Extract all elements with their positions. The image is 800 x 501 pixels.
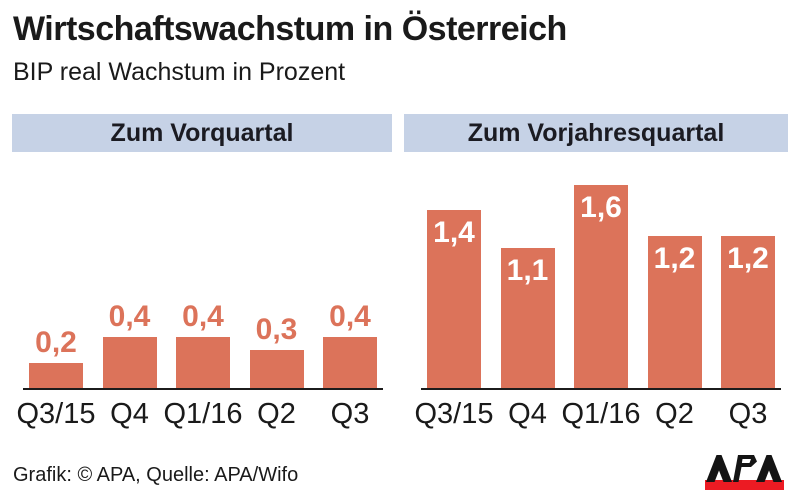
bar-group: 0,4	[176, 302, 230, 388]
bar-value-label: 0,3	[255, 313, 298, 346]
axis-labels-vorquartal: Q3/15 Q4 Q1/16 Q2 Q3	[16, 398, 383, 431]
bar-group: 1,1	[500, 248, 555, 388]
panel-header-vorquartal-label: Zum Vorquartal	[110, 118, 294, 147]
panel-header-vorquartal: Zum Vorquartal	[12, 114, 392, 152]
bar-value-label: 1,6	[580, 191, 622, 224]
axis-category-label: Q1/16	[561, 398, 641, 430]
bar	[102, 337, 157, 388]
axis-category-label: Q3	[728, 398, 768, 430]
page-title: Wirtschaftswachstum in Österreich	[13, 10, 567, 48]
apa-logo-letter-a1	[706, 455, 732, 482]
bar: 1,2	[721, 236, 775, 388]
bar-value-label: 0,4	[182, 300, 224, 333]
chart-vorquartal: 0,2 0,4 0,4 0,3 0,4	[23, 152, 383, 390]
panel-header-vorjahresquartal-label: Zum Vorjahresquartal	[467, 118, 725, 147]
bar-value-label: 1,4	[433, 216, 475, 249]
axis-category-label: Q2	[257, 398, 296, 430]
axis-category-label: Q2	[655, 398, 694, 430]
axis-category-label: Q1/16	[163, 398, 243, 430]
bar-value-label: 1,2	[653, 242, 696, 275]
bar	[176, 337, 230, 388]
axis-category-label: Q4	[508, 398, 547, 430]
apa-logo-letter-a2	[756, 455, 782, 482]
bar-group: 1,4	[427, 210, 481, 388]
bar-value-label: 1,1	[506, 254, 549, 287]
bar-group: 1,2	[721, 236, 775, 388]
credit-line: Grafik: © APA, Quelle: APA/Wifo	[13, 464, 299, 486]
bar-group: 1,2	[647, 236, 702, 388]
bar	[323, 337, 377, 388]
axis-category-label: Q4	[110, 398, 149, 430]
bar: 1,6	[574, 185, 628, 388]
bar-group: 0,3	[249, 313, 304, 388]
apa-logo-red-bar	[705, 480, 784, 490]
bar-group: 0,4	[323, 302, 377, 388]
bar-value-label: 0,4	[329, 300, 371, 333]
bar: 1,1	[500, 248, 555, 388]
bar-value-label: 1,2	[727, 242, 769, 275]
bar	[249, 350, 304, 388]
axis-category-label: Q3/15	[16, 398, 96, 430]
axis-labels-vorjahresquartal: Q3/15 Q4 Q1/16 Q2 Q3	[414, 398, 781, 431]
bar	[29, 363, 83, 388]
chart-vorjahresquartal: 1,4 1,1 1,6 1,2 1,2	[421, 152, 781, 390]
bar-group: 0,4	[102, 300, 157, 388]
bar-group: 1,6	[574, 185, 628, 388]
panel-header-vorjahresquartal: Zum Vorjahresquartal	[404, 114, 788, 152]
axis-category-label: Q3/15	[414, 398, 494, 430]
bar: 1,2	[647, 236, 702, 388]
apa-logo-letter-p	[733, 455, 757, 482]
bar-group: 0,2	[29, 328, 83, 388]
page-subtitle: BIP real Wachstum in Prozent	[13, 58, 346, 86]
axis-category-label: Q3	[330, 398, 370, 430]
bar-value-label: 0,2	[35, 326, 77, 359]
bar: 1,4	[427, 210, 481, 388]
apa-logo	[705, 455, 784, 490]
bar-value-label: 0,4	[108, 300, 151, 333]
